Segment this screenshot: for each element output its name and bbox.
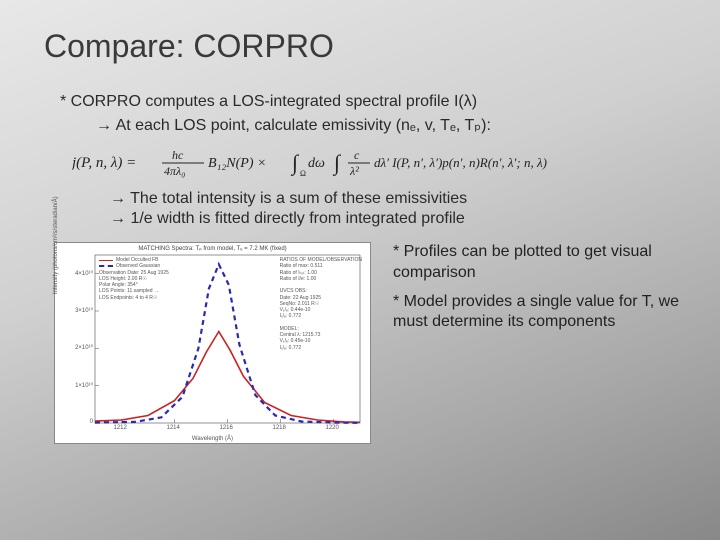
svg-text:Ω: Ω <box>300 169 306 178</box>
note-1: * Profiles can be plotted to get visual … <box>393 242 683 284</box>
note-2: * Model provides a single value for T, w… <box>393 292 683 334</box>
svg-text:∫: ∫ <box>332 150 342 176</box>
body-line-3: → The total intensity is a sum of these … <box>110 190 720 208</box>
x-tick: 1220 <box>326 425 339 431</box>
legend-right-row: I₁/ₑ: 0.772 <box>280 345 362 351</box>
slide-title: Compare: CORPRO <box>0 0 720 65</box>
body-line-1: * CORPRO computes a LOS-integrated spect… <box>60 93 720 111</box>
svg-text:hc: hc <box>172 148 184 162</box>
body-line-2: → At each LOS point, calculate emissivit… <box>96 115 720 135</box>
x-tick: 1218 <box>273 425 286 431</box>
spectral-profile-chart: MATCHING Spectra: Tₚ from model, Tₑ = 7.… <box>54 242 371 444</box>
svg-text:λ²: λ² <box>349 164 359 178</box>
y-tick: 2×10¹⁰ <box>75 344 93 351</box>
y-tick: 3×10¹⁰ <box>75 307 93 314</box>
body-line-4: → 1/e width is fitted directly from inte… <box>110 210 720 228</box>
x-tick: 1212 <box>114 425 127 431</box>
formula-equation: j(P, n, λ) = hc 4πλ₀ B₁₂N(P) × ∫ Ω dω ∫ … <box>72 145 592 181</box>
svg-text:j(P, n, λ) =: j(P, n, λ) = <box>72 155 136 171</box>
legend-left-row: LOS Endpoints: 4 to 4 R☉ <box>99 295 169 301</box>
svg-text:c: c <box>354 148 360 162</box>
svg-text:B₁₂N(P) ×: B₁₂N(P) × <box>208 156 266 171</box>
svg-text:dω: dω <box>308 156 325 171</box>
x-tick: 1214 <box>167 425 180 431</box>
x-tick: 1216 <box>220 425 233 431</box>
svg-text:∫: ∫ <box>290 150 300 176</box>
chart-legend-right: RATIOS OF MODEL/OBSERVATIONRatio of max:… <box>280 257 362 351</box>
y-tick: 4×10¹⁰ <box>75 270 93 277</box>
y-tick: 0 <box>90 419 93 425</box>
svg-text:4πλ₀: 4πλ₀ <box>164 164 185 178</box>
y-tick: 1×10¹⁰ <box>75 382 93 389</box>
svg-text:dλ′ I(P, n′, λ′)p(n′, n)R(n′,: dλ′ I(P, n′, λ′)p(n′, n)R(n′, λ′; n, λ) <box>374 155 547 170</box>
chart-legend-left: Model Occulted FB Observed GaussianObser… <box>99 257 169 301</box>
